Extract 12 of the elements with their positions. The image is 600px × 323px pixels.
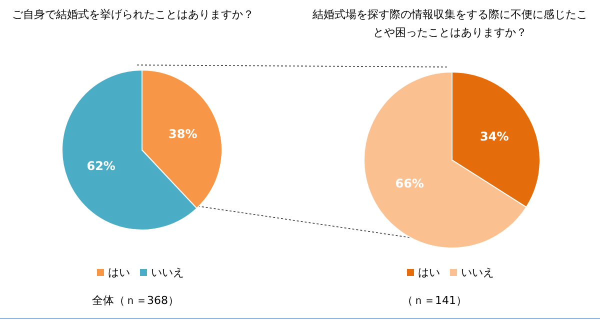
legend-label: はい [108,265,130,280]
chart-title: ご自身で結婚式を挙げられたことはありますか？ [12,7,255,23]
legend-label: いいえ [151,265,184,280]
data-label: 62% [86,159,116,174]
chart-title: 結婚式場を探す際の情報収集をする際に不便に感じたことや困ったことはありますか？ [312,7,588,41]
text: 全体（ｎ＝368） [92,293,179,308]
data-label: 34% [480,130,509,144]
legend-label: はい [418,265,440,280]
data-label: 66% [395,176,424,190]
data-label: 38% [168,126,198,141]
text: （ｎ＝141） [402,293,467,308]
legend-label: いいえ [461,265,494,280]
